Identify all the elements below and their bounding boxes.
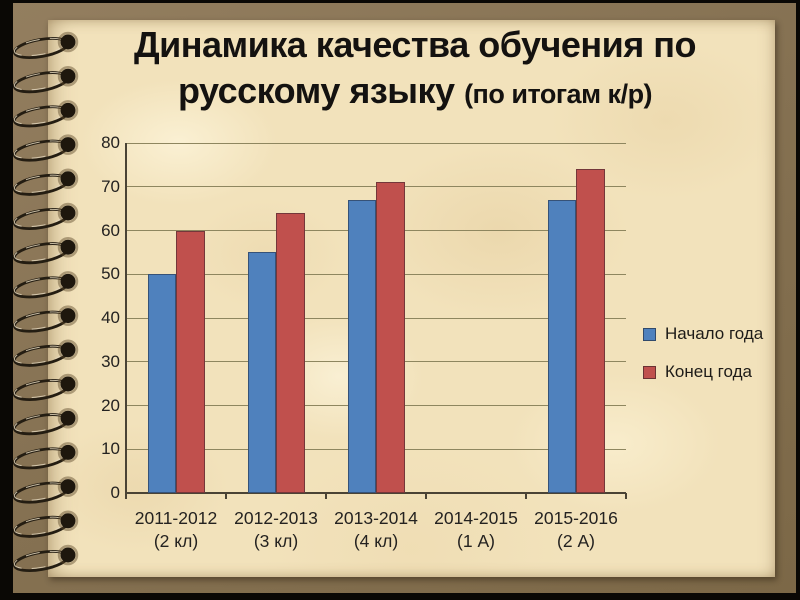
category-label: 2011-2012 (2 кл) bbox=[126, 507, 226, 553]
bar-start-of-year bbox=[247, 252, 276, 493]
x-axis-tick bbox=[625, 493, 627, 499]
spiral-ring-icon bbox=[12, 476, 79, 504]
legend-item: Конец года bbox=[643, 362, 763, 382]
spiral-ring-icon bbox=[12, 134, 79, 162]
x-axis-tick bbox=[425, 493, 427, 499]
spiral-ring-icon bbox=[12, 202, 79, 230]
legend-swatch-icon bbox=[643, 365, 656, 379]
y-axis-label: 10 bbox=[101, 439, 120, 459]
slide-title: Динамика качества обучения по русскому я… bbox=[52, 22, 778, 113]
y-axis-label: 30 bbox=[101, 351, 120, 371]
bar-end-of-year bbox=[176, 230, 205, 493]
title-line-2: русскому языку (по итогам к/р) bbox=[177, 69, 653, 111]
category-label: 2012-2013 (3 кл) bbox=[226, 507, 326, 553]
spiral-binding bbox=[12, 31, 79, 572]
legend-label: Начало года bbox=[665, 324, 764, 343]
y-axis-label: 80 bbox=[101, 133, 120, 152]
spiral-ring-icon bbox=[12, 31, 79, 59]
spiral-ring-icon bbox=[12, 442, 79, 470]
legend: Начало года Конец года bbox=[643, 324, 763, 400]
category-class: (4 кл) bbox=[353, 531, 399, 551]
category-year: 2012-2013 bbox=[234, 508, 318, 528]
category-class: (3 кл) bbox=[253, 531, 299, 551]
y-axis-line bbox=[125, 143, 127, 497]
x-axis-tick bbox=[125, 493, 127, 499]
spiral-ring-icon bbox=[12, 305, 79, 333]
bar-end-of-year bbox=[376, 182, 405, 493]
spiral-ring-icon bbox=[12, 168, 79, 196]
bar-end-of-year bbox=[576, 169, 605, 493]
category-class: (2 кл) bbox=[153, 531, 199, 551]
title-note: (по итогам к/р) bbox=[464, 78, 653, 109]
category-year: 2015-2016 bbox=[534, 508, 618, 528]
spiral-ring-icon bbox=[12, 339, 79, 367]
legend-item: Начало года bbox=[643, 324, 763, 344]
y-axis-label: 0 bbox=[110, 483, 120, 502]
spiral-ring-icon bbox=[12, 236, 79, 265]
bar-start-of-year bbox=[347, 199, 376, 493]
x-axis-tick bbox=[325, 493, 327, 499]
category-label: 2015-2016 (2 А) bbox=[526, 507, 626, 553]
y-axis-label: 60 bbox=[101, 220, 120, 240]
category-year: 2013-2014 bbox=[334, 508, 418, 528]
x-axis-tick bbox=[525, 493, 527, 499]
legend-swatch-icon bbox=[643, 327, 656, 341]
y-axis-label: 40 bbox=[101, 308, 120, 327]
legend-label: Конец года bbox=[665, 362, 752, 381]
gridline bbox=[126, 142, 626, 144]
title-line-1: Динамика качества обучения по bbox=[133, 24, 697, 65]
spiral-ring-icon bbox=[12, 510, 79, 538]
x-axis-tick bbox=[225, 493, 227, 499]
spiral-ring-icon bbox=[12, 100, 79, 128]
category-label: 2013-2014 (4 кл) bbox=[326, 507, 426, 553]
spiral-ring-icon bbox=[12, 271, 79, 299]
category-year: 2014-2015 bbox=[434, 508, 518, 528]
spiral-ring-icon bbox=[12, 373, 79, 401]
y-axis-label: 70 bbox=[101, 176, 120, 196]
category-year: 2011-2012 bbox=[134, 508, 218, 528]
spiral-ring-icon bbox=[12, 407, 79, 436]
y-axis-label: 50 bbox=[101, 264, 120, 284]
category-label: 2014-2015 (1 А) bbox=[426, 507, 526, 553]
bar-start-of-year bbox=[147, 274, 176, 493]
x-axis-line bbox=[126, 492, 626, 494]
bar-end-of-year bbox=[276, 213, 305, 493]
spiral-ring-icon bbox=[12, 544, 79, 572]
spiral-ring-icon bbox=[12, 65, 79, 94]
bar-start-of-year bbox=[547, 199, 576, 493]
category-class: (2 А) bbox=[557, 531, 595, 551]
category-class: (1 А) bbox=[457, 531, 495, 551]
y-axis-label: 20 bbox=[101, 395, 120, 415]
